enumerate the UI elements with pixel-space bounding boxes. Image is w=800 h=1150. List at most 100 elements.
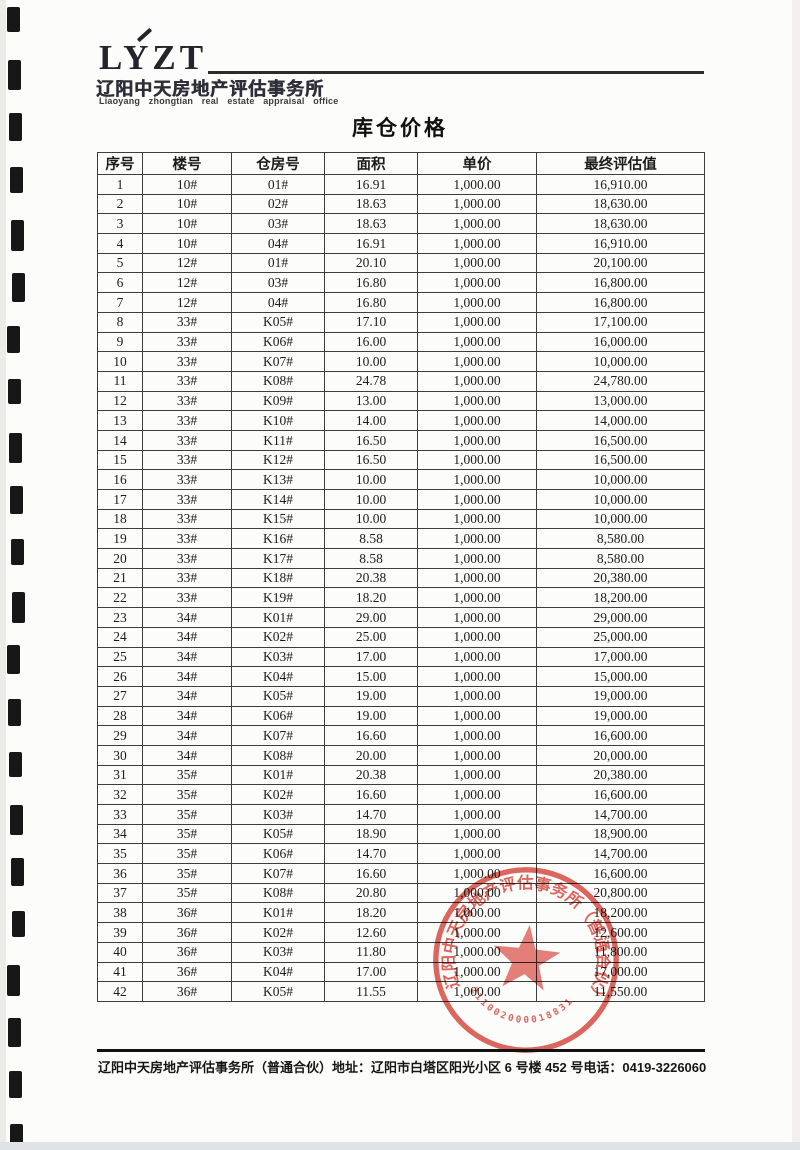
- table-cell: 11,800.00: [536, 941, 705, 963]
- table-cell: 19,000.00: [536, 705, 705, 727]
- table-cell: 19: [97, 528, 143, 550]
- table-cell: 17.00: [324, 961, 418, 983]
- column-header: 单价: [417, 152, 537, 175]
- table-cell: K18#: [231, 567, 325, 589]
- table-cell: 20.38: [324, 567, 418, 589]
- table-row: 14 33# K11# 16.50 1,000.00 16,500.00: [97, 429, 705, 451]
- table-row: 7 12# 04# 16.80 1,000.00 16,800.00: [97, 292, 705, 313]
- table-cell: 15: [97, 449, 143, 471]
- table-cell: 21: [97, 567, 143, 589]
- table-cell: K08#: [231, 744, 325, 766]
- table-cell: 1,000.00: [417, 233, 537, 254]
- binding-hole: [8, 60, 21, 91]
- table-cell: 34#: [142, 744, 232, 766]
- company-name-en: Liaoyang zhongtian real estate appraisal…: [99, 96, 339, 106]
- table-header-row: 序号 楼号 仓房号 面积 单价 最终评估值: [97, 152, 705, 175]
- table-cell: K05#: [231, 981, 325, 1002]
- table-cell: 33#: [142, 449, 232, 471]
- table-cell: 8,580.00: [536, 548, 705, 569]
- table-cell: 41: [97, 961, 143, 983]
- table-cell: 8.58: [324, 548, 418, 569]
- table-cell: 20.38: [324, 764, 418, 786]
- table-cell: 16.91: [324, 233, 418, 254]
- table-cell: 37: [97, 882, 143, 904]
- table-cell: 18.63: [324, 213, 418, 235]
- table-cell: 24: [97, 626, 143, 648]
- table-cell: 1,000.00: [417, 981, 537, 1002]
- table-cell: 23: [97, 607, 143, 628]
- table-row: 6 12# 03# 16.80 1,000.00 16,800.00: [97, 272, 705, 294]
- table-cell: 12#: [142, 252, 232, 274]
- table-row: 15 33# K12# 16.50 1,000.00 16,500.00: [97, 449, 705, 471]
- table-cell: 17.10: [324, 311, 418, 333]
- table-cell: K03#: [231, 646, 325, 668]
- company-name-cn: 辽阳中天房地产评估事务所: [96, 79, 324, 99]
- table-cell: 04#: [231, 233, 325, 254]
- table-cell: 1,000.00: [417, 528, 537, 550]
- table-cell: 14,000.00: [536, 410, 705, 431]
- table-cell: 14,700.00: [536, 804, 705, 825]
- table-cell: 34#: [142, 725, 232, 746]
- table-cell: 1,000.00: [417, 252, 537, 274]
- table-cell: 34#: [142, 666, 232, 687]
- table-row: 16 33# K13# 10.00 1,000.00 10,000.00: [97, 469, 705, 490]
- table-cell: 16,600.00: [536, 863, 705, 884]
- table-cell: 1,000.00: [417, 941, 537, 963]
- table-row: 11 33# K08# 24.78 1,000.00 24,780.00: [97, 370, 705, 392]
- price-table: 序号 楼号 仓房号 面积 单价 最终评估值 1 10# 01# 16.91 1,000.00 16,…: [97, 152, 705, 1002]
- page-edge-left: [0, 0, 6, 1150]
- table-row: 41 36# K04# 17.00 1,000.00 17,000.00: [97, 961, 705, 983]
- table-cell: 18.20: [324, 587, 418, 609]
- table-cell: 34#: [142, 607, 232, 628]
- table-cell: 10#: [142, 174, 232, 195]
- table-cell: 1,000.00: [417, 587, 537, 609]
- table-row: 29 34# K07# 16.60 1,000.00 16,600.00: [97, 725, 705, 746]
- column-header: 仓房号: [231, 152, 325, 175]
- table-cell: 33#: [142, 587, 232, 609]
- table-cell: 35#: [142, 823, 232, 845]
- table-cell: 19,000.00: [536, 685, 705, 707]
- table-cell: 27: [97, 685, 143, 707]
- table-row: 3 10# 03# 18.63 1,000.00 18,630.00: [97, 213, 705, 235]
- table-cell: 34#: [142, 685, 232, 707]
- table-cell: 18,200.00: [536, 587, 705, 609]
- table-cell: 19.00: [324, 705, 418, 727]
- table-cell: 2: [97, 193, 143, 215]
- price-table-body: 1 10# 01# 16.91 1,000.00 16,910.00 2 10# 02# 18.6…: [97, 174, 705, 1002]
- table-cell: 20.00: [324, 744, 418, 766]
- table-cell: 1,000.00: [417, 370, 537, 392]
- table-cell: 1,000.00: [417, 902, 537, 924]
- table-cell: 40: [97, 941, 143, 963]
- table-cell: 33#: [142, 469, 232, 490]
- table-cell: K08#: [231, 882, 325, 904]
- binding-hole: [9, 1071, 22, 1098]
- table-cell: 33#: [142, 351, 232, 372]
- table-cell: 35#: [142, 804, 232, 825]
- table-cell: 02#: [231, 193, 325, 215]
- binding-hole: [12, 592, 25, 624]
- table-cell: 16: [97, 469, 143, 490]
- table-cell: 33#: [142, 390, 232, 412]
- table-cell: 17,000.00: [536, 961, 705, 983]
- table-cell: K07#: [231, 725, 325, 746]
- table-cell: K06#: [231, 843, 325, 865]
- table-cell: 17,000.00: [536, 646, 705, 668]
- table-row: 2 10# 02# 18.63 1,000.00 18,630.00: [97, 193, 705, 215]
- table-cell: 16.50: [324, 429, 418, 451]
- table-cell: 1,000.00: [417, 292, 537, 313]
- table-cell: 1,000.00: [417, 705, 537, 727]
- table-cell: 14: [97, 429, 143, 451]
- table-cell: K05#: [231, 685, 325, 707]
- table-cell: 31: [97, 764, 143, 786]
- table-row: 30 34# K08# 20.00 1,000.00 20,000.00: [97, 744, 705, 766]
- table-cell: K08#: [231, 370, 325, 392]
- table-cell: 11,550.00: [536, 981, 705, 1002]
- table-cell: 18,630.00: [536, 193, 705, 215]
- table-cell: K16#: [231, 528, 325, 550]
- table-cell: 20,800.00: [536, 882, 705, 904]
- table-cell: 1,000.00: [417, 469, 537, 490]
- table-cell: 7: [97, 292, 143, 313]
- table-cell: 1,000.00: [417, 449, 537, 471]
- table-row: 31 35# K01# 20.38 1,000.00 20,380.00: [97, 764, 705, 786]
- table-cell: 10: [97, 351, 143, 372]
